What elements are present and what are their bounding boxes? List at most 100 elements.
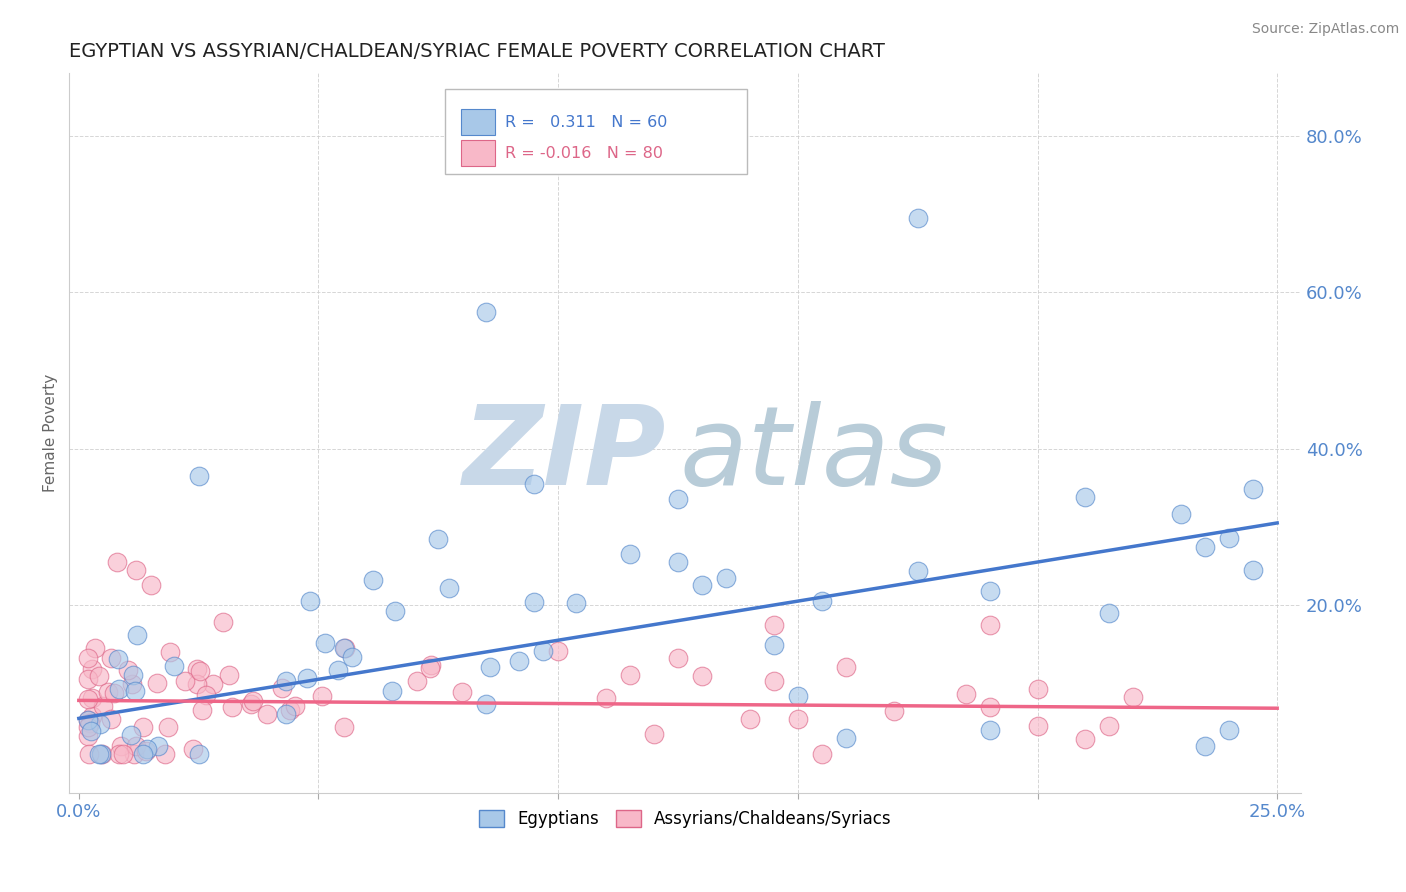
Bar (461, 110, 495, 136)
Point (90, 747, 112, 761)
Point (146, 739, 169, 754)
Point (835, 660, 858, 674)
Legend: Egyptians, Assyrians/Chaldeans/Syriacs: Egyptians, Assyrians/Chaldeans/Syriacs (472, 803, 898, 835)
Point (77, 692, 100, 706)
Point (122, 747, 145, 761)
Point (190, 664, 212, 678)
Point (1026, 682, 1049, 697)
Point (333, 640, 356, 655)
Point (195, 688, 218, 702)
Point (643, 726, 665, 740)
Point (77, 729, 100, 743)
Point (690, 577, 713, 591)
Point (955, 687, 977, 701)
Point (121, 676, 143, 690)
Point (122, 667, 145, 681)
Point (125, 739, 148, 753)
Point (907, 564, 929, 578)
Point (666, 492, 689, 507)
Point (276, 673, 298, 688)
Point (87, 669, 110, 683)
Point (523, 476, 546, 491)
Point (475, 697, 498, 711)
Point (1194, 540, 1216, 554)
Point (437, 582, 460, 596)
Point (91, 699, 114, 714)
Point (89, 717, 111, 731)
Text: R =   0.311   N = 60: R = 0.311 N = 60 (505, 115, 668, 130)
Point (333, 640, 356, 655)
Text: EGYPTIAN VS ASSYRIAN/CHALDEAN/SYRIAC FEMALE POVERTY CORRELATION CHART: EGYPTIAN VS ASSYRIAN/CHALDEAN/SYRIAC FEM… (69, 42, 886, 61)
Point (478, 660, 501, 674)
Point (77, 713, 100, 727)
Point (77, 747, 100, 761)
Point (242, 694, 264, 708)
Point (714, 571, 737, 585)
Point (531, 644, 554, 658)
Point (97, 685, 120, 699)
Point (284, 699, 307, 714)
Point (427, 532, 450, 546)
Point (420, 657, 443, 672)
Point (835, 731, 858, 745)
Point (132, 720, 155, 734)
Point (100, 713, 122, 727)
Point (187, 469, 209, 483)
Bar (461, 140, 495, 167)
Point (79, 716, 101, 731)
Point (191, 703, 214, 717)
Point (547, 644, 569, 658)
Point (326, 663, 349, 677)
Point (508, 654, 530, 668)
Text: ZIP: ZIP (463, 401, 666, 508)
Point (77, 672, 100, 686)
Point (100, 650, 122, 665)
Point (762, 674, 785, 689)
Point (451, 685, 474, 699)
Point (186, 677, 208, 691)
Point (202, 677, 225, 691)
Point (105, 555, 128, 569)
Point (690, 669, 713, 683)
Point (212, 615, 235, 630)
Point (361, 573, 384, 587)
Point (80, 691, 103, 706)
Point (274, 706, 297, 721)
Point (80, 662, 103, 676)
Point (762, 617, 785, 632)
Point (883, 704, 905, 718)
Point (595, 691, 617, 706)
Point (979, 723, 1001, 738)
Point (159, 645, 181, 659)
Point (139, 578, 162, 592)
Point (979, 583, 1001, 598)
Point (295, 672, 318, 686)
Point (125, 628, 148, 642)
Point (108, 681, 131, 696)
Point (271, 681, 294, 695)
Y-axis label: Female Poverty: Female Poverty (44, 374, 58, 492)
Point (979, 700, 1001, 714)
Point (87, 747, 110, 761)
Point (103, 686, 125, 700)
Point (979, 617, 1001, 632)
FancyBboxPatch shape (444, 89, 747, 174)
Point (762, 638, 785, 652)
Point (187, 747, 209, 761)
Point (90, 747, 112, 761)
Point (107, 652, 129, 666)
Text: atlas: atlas (679, 401, 948, 508)
Point (125, 563, 148, 577)
Point (278, 703, 301, 717)
Point (120, 728, 142, 742)
Point (1026, 719, 1049, 733)
Point (156, 720, 179, 734)
Point (619, 668, 641, 682)
Point (342, 650, 364, 665)
Point (298, 594, 321, 608)
Point (240, 697, 263, 711)
Point (311, 689, 333, 703)
Point (77, 650, 100, 665)
Point (80, 723, 103, 738)
Point (786, 712, 808, 726)
